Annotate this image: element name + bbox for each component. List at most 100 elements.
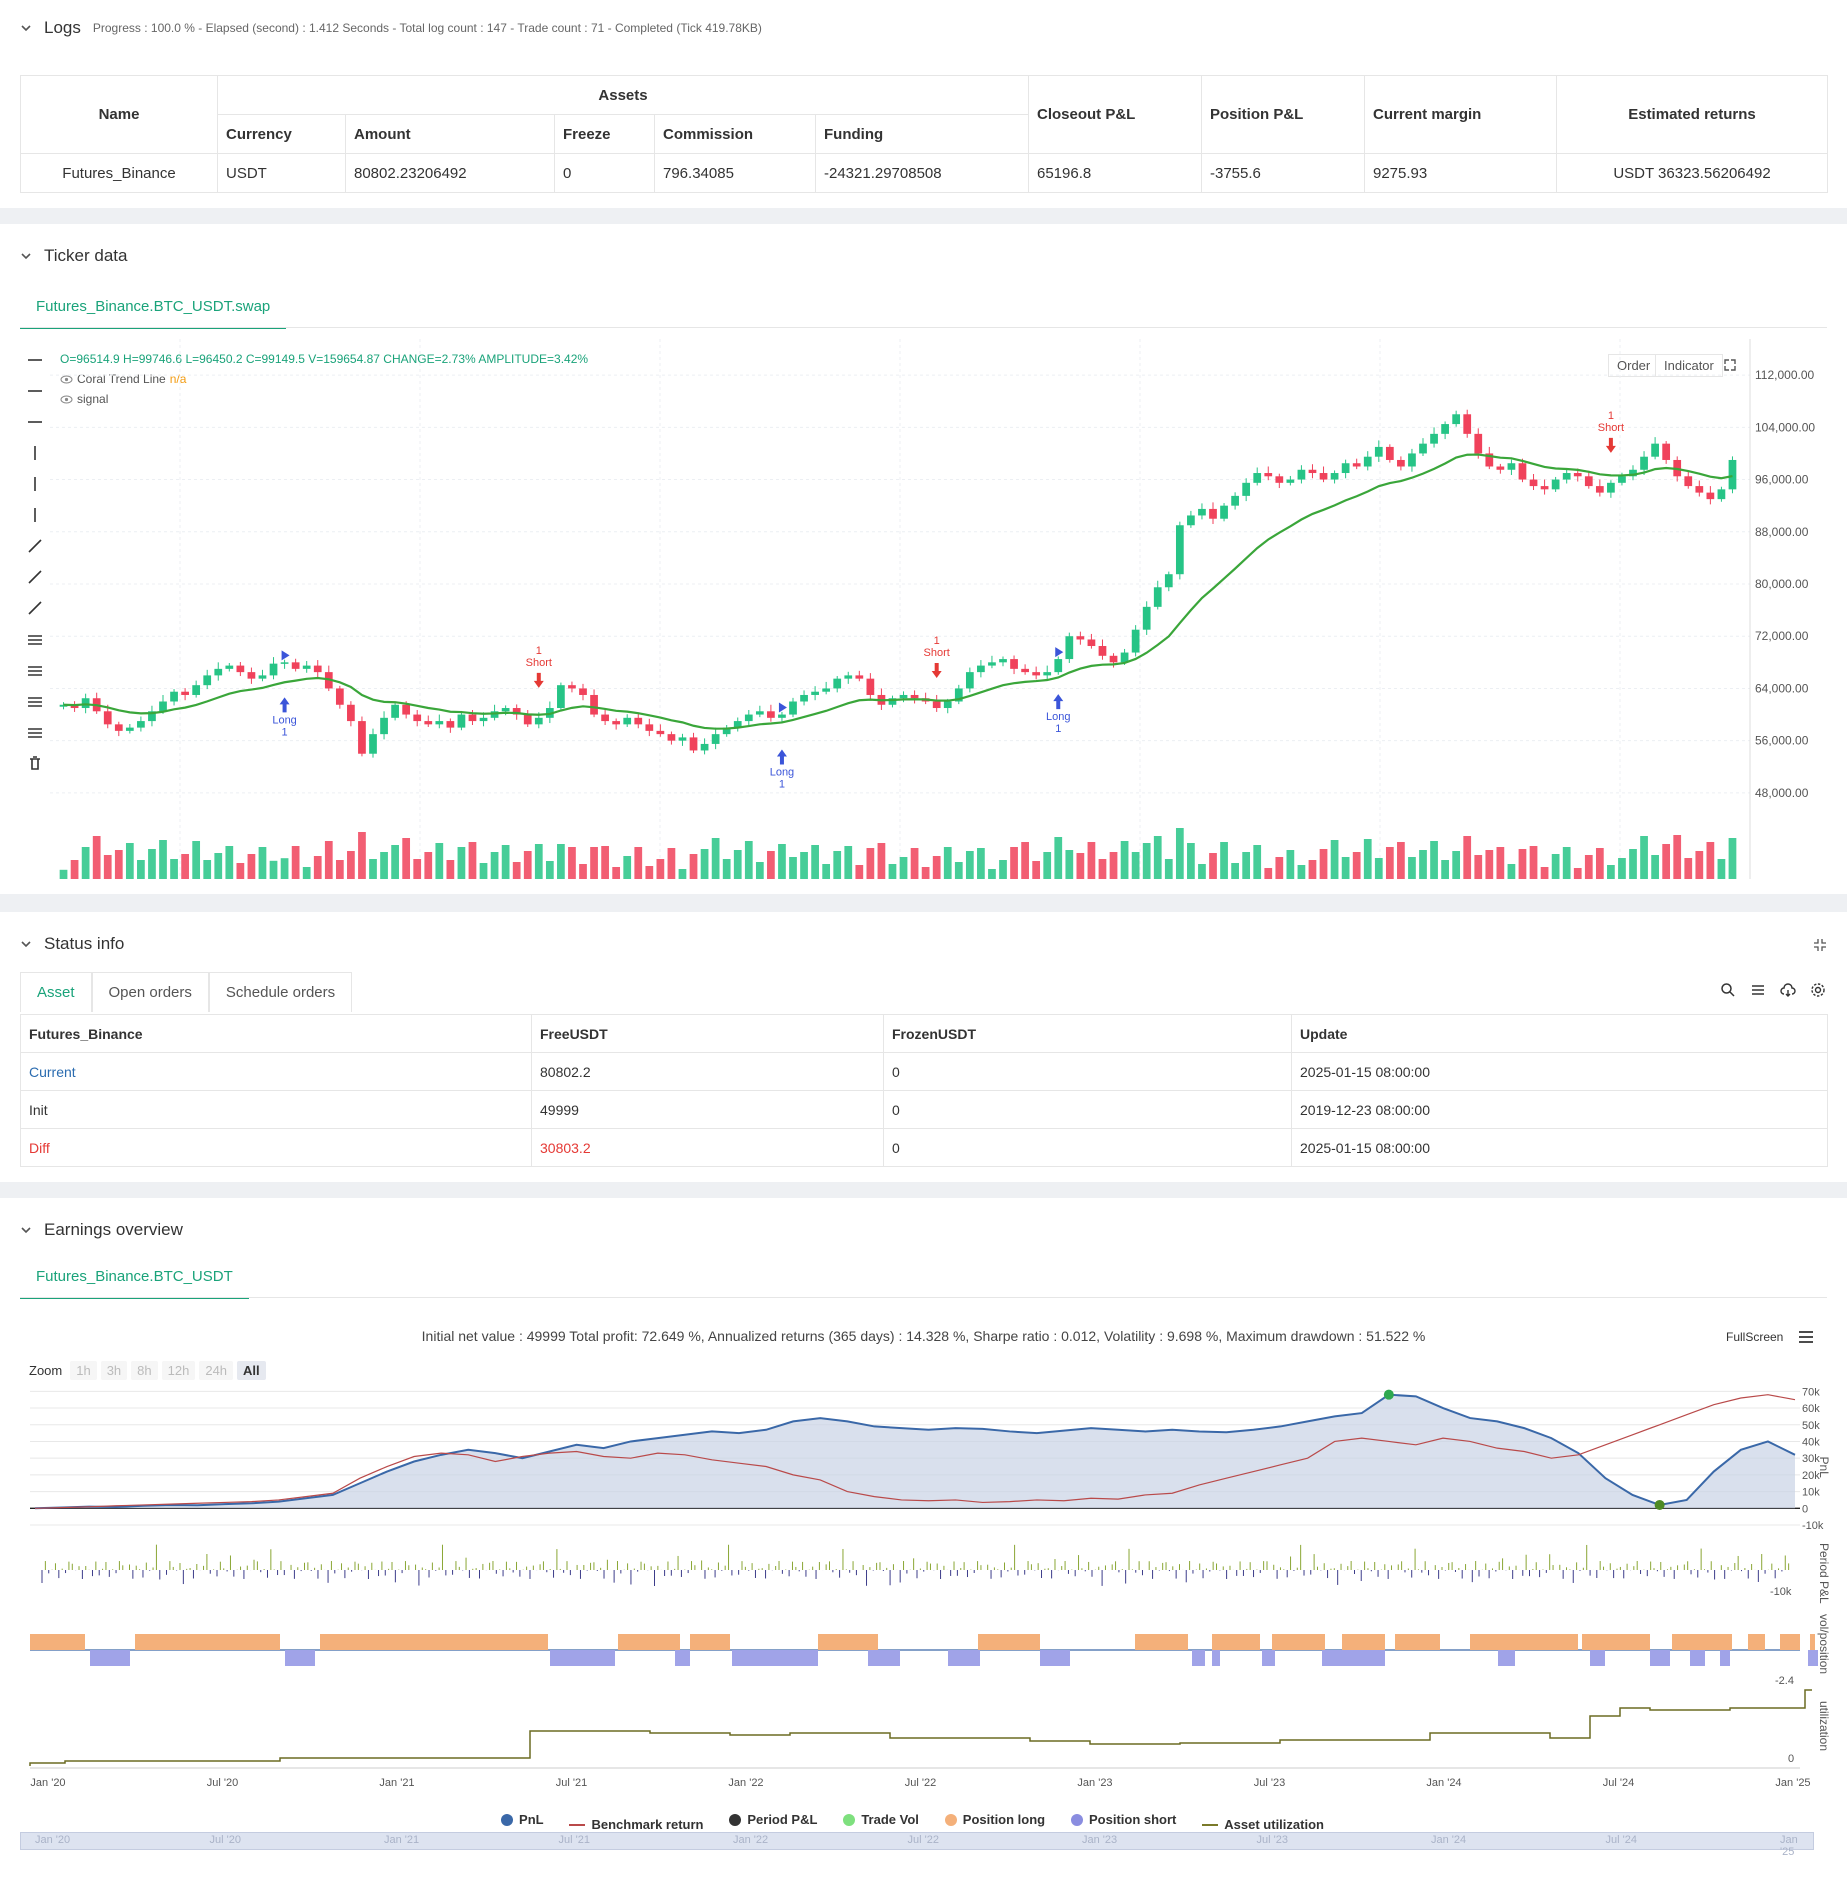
zoom-8h-button[interactable]: 8h — [131, 1361, 158, 1380]
row-label-current[interactable]: Current — [20, 1052, 532, 1091]
extended-trend-icon[interactable] — [26, 599, 44, 617]
volume-bar — [1098, 859, 1107, 879]
signal-qty: 1 — [282, 726, 288, 738]
legend-asset-utilization[interactable]: Asset utilization — [1202, 1817, 1324, 1832]
navigator-tick: Jan '23 — [1082, 1834, 1118, 1846]
horizontal-ray-icon[interactable] — [26, 382, 44, 400]
indicator-button[interactable]: Indicator — [1655, 354, 1723, 377]
eye-icon[interactable] — [60, 395, 73, 404]
chevron-down-icon[interactable] — [20, 22, 32, 34]
volume-bar — [1397, 842, 1405, 879]
search-icon[interactable] — [1720, 982, 1736, 998]
pitchfork-icon[interactable] — [26, 692, 44, 710]
cell-update: 2025-01-15 08:00:00 — [1291, 1052, 1828, 1091]
candle-body — [1684, 476, 1693, 487]
indicator-legend-2[interactable]: signal — [60, 392, 108, 406]
vertical-segment-icon[interactable] — [26, 475, 44, 493]
logs-progress: Progress : 100.0 % - Elapsed (second) : … — [92, 21, 762, 35]
menu-icon[interactable] — [1798, 1330, 1814, 1344]
ticker-header[interactable]: Ticker data — [20, 246, 127, 266]
chevron-down-icon[interactable] — [20, 1224, 32, 1236]
candle-body — [137, 721, 145, 728]
candle-body — [822, 688, 831, 692]
fullscreen-button[interactable]: FullScreen — [1726, 1330, 1784, 1344]
candle-body — [700, 743, 709, 751]
tab-asset[interactable]: Asset — [20, 972, 92, 1012]
tab-open-orders[interactable]: Open orders — [91, 972, 209, 1012]
signal-label: Long — [272, 714, 296, 726]
position-short-bar — [948, 1650, 980, 1666]
volume-bar — [225, 846, 234, 879]
vertical-line-icon[interactable] — [26, 444, 44, 462]
zoom-all-button[interactable]: All — [237, 1361, 266, 1380]
volume-bar — [833, 851, 842, 879]
position-short-bar — [90, 1650, 130, 1666]
legend-pnl[interactable]: PnL — [501, 1812, 544, 1827]
logs-section: Logs Progress : 100.0 % - Elapsed (secon… — [0, 0, 1847, 208]
signal-qty: 1 — [934, 635, 940, 647]
eye-icon[interactable] — [60, 375, 73, 384]
ray-line-icon[interactable] — [26, 568, 44, 586]
candle-body — [457, 714, 466, 728]
volume-bar — [1142, 843, 1151, 879]
volume-bar — [1419, 850, 1427, 879]
collapse-icon[interactable] — [1813, 938, 1827, 952]
earnings-chart[interactable]: 70k 60k 50k 40k 30k 20k 10k 0 -10k PnL Period P&L -… — [20, 1388, 1840, 1878]
status-header[interactable]: Status info — [20, 934, 124, 954]
volume-bar — [1131, 852, 1140, 879]
candle-body — [1397, 459, 1405, 467]
signal-name: signal — [77, 392, 109, 406]
logs-header[interactable]: Logs Progress : 100.0 % - Elapsed (secon… — [20, 18, 762, 38]
volume-bar — [1529, 846, 1538, 879]
tab-schedule-orders[interactable]: Schedule orders — [208, 972, 353, 1012]
x-tick-label: Jan '24 — [1426, 1777, 1461, 1789]
earnings-header[interactable]: Earnings overview — [20, 1220, 183, 1240]
expand-icon[interactable] — [1723, 358, 1737, 372]
fib-levels-icon[interactable] — [26, 723, 44, 741]
candle-body — [866, 678, 875, 695]
candlestick-chart[interactable]: 112,000.00 104,000.00 96,000.00 88,000.00 80… — [50, 339, 1840, 879]
candle-body — [833, 678, 842, 689]
navigator-scrollbar[interactable]: Jan '20 Jul '20 Jan '21 Jul '21 Jan '22 Jul '… — [20, 1832, 1814, 1858]
chevron-down-icon[interactable] — [20, 250, 32, 262]
gear-icon[interactable] — [1810, 982, 1826, 998]
zoom-12h-button[interactable]: 12h — [161, 1361, 196, 1380]
position-short-bar — [732, 1650, 818, 1666]
tab-earnings-symbol[interactable]: Futures_Binance.BTC_USDT — [20, 1256, 249, 1299]
y-tick-label: 0 — [1788, 1753, 1794, 1765]
price-range-icon[interactable] — [26, 506, 44, 524]
list-icon[interactable] — [1750, 982, 1766, 998]
candle-body — [159, 701, 167, 712]
row-label-diff: Diff — [20, 1128, 532, 1167]
trend-line-icon[interactable] — [26, 537, 44, 555]
zoom-24h-button[interactable]: 24h — [199, 1361, 234, 1380]
candle-body — [380, 717, 388, 735]
volume-bar — [1618, 858, 1626, 879]
measure-icon[interactable] — [26, 630, 44, 648]
volume-bar — [954, 862, 963, 879]
volume-bar — [391, 845, 399, 879]
tab-ticker-symbol[interactable]: Futures_Binance.BTC_USDT.swap — [20, 286, 287, 329]
zoom-1h-button[interactable]: 1h — [70, 1361, 97, 1380]
cloud-download-icon[interactable] — [1780, 982, 1796, 998]
parallel-channel-icon[interactable] — [26, 661, 44, 679]
legend-benchmark[interactable]: Benchmark return — [569, 1817, 703, 1832]
candle-body — [81, 698, 90, 709]
position-long-bar — [1212, 1634, 1260, 1650]
volume-bar — [977, 848, 985, 879]
legend-period-pnl[interactable]: Period P&L — [729, 1812, 817, 1827]
x-tick-label: Jul '23 — [1254, 1777, 1285, 1789]
candle-body — [236, 665, 245, 673]
legend-trade-vol[interactable]: Trade Vol — [843, 1812, 919, 1827]
volume-bar — [214, 853, 223, 879]
trash-icon[interactable] — [26, 754, 44, 772]
zoom-3h-button[interactable]: 3h — [100, 1361, 128, 1380]
horizontal-line-icon[interactable] — [26, 351, 44, 369]
volume-bar — [1551, 854, 1560, 879]
chevron-down-icon[interactable] — [20, 938, 32, 950]
legend-position-long[interactable]: Position long — [944, 1812, 1045, 1827]
extended-line-icon[interactable] — [26, 413, 44, 431]
candle-body — [1087, 639, 1096, 647]
candle-body — [1374, 446, 1383, 457]
legend-position-short[interactable]: Position short — [1071, 1812, 1176, 1827]
